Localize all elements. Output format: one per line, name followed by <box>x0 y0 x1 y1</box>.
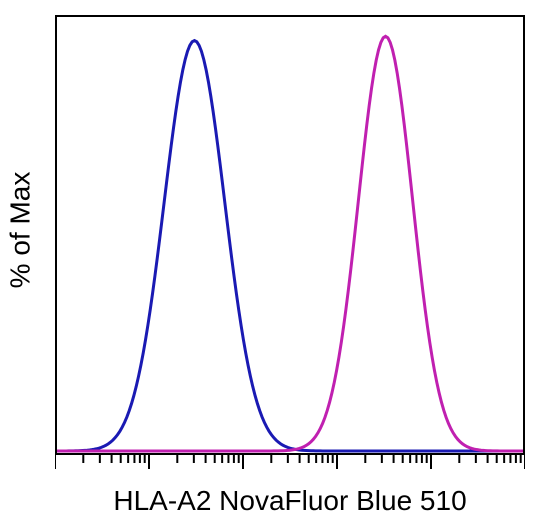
y-axis-label: % of Max <box>0 0 40 460</box>
x-axis-label-text: HLA-A2 NovaFluor Blue 510 <box>113 485 466 516</box>
histogram-curves <box>57 17 523 453</box>
x-axis-label: HLA-A2 NovaFluor Blue 510 <box>55 485 525 517</box>
y-axis-label-text: % of Max <box>4 172 36 289</box>
x-axis-ticks <box>55 455 525 480</box>
plot-area <box>55 15 525 455</box>
